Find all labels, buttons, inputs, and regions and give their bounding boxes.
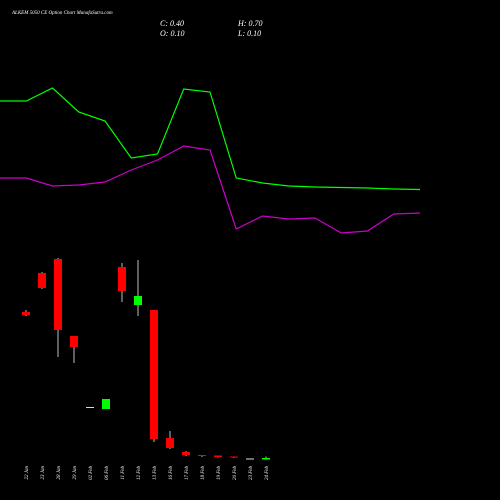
candle-body xyxy=(102,399,110,409)
candle-body xyxy=(182,452,190,455)
x-tick-label: 19 Feb xyxy=(217,466,222,481)
candle-body xyxy=(118,267,126,291)
info-open: O: 0.10 xyxy=(160,29,184,38)
candle-body xyxy=(230,456,238,458)
x-tick-label: 18 Feb xyxy=(201,466,206,481)
indicator-line xyxy=(0,87,421,191)
candle-body xyxy=(198,455,206,456)
x-tick-label: 02 Feb xyxy=(89,466,94,481)
x-tick-label: 28 Jan xyxy=(57,466,62,480)
candle-body xyxy=(86,407,94,408)
x-tick-label: 24 Feb xyxy=(265,466,270,481)
x-tick-label: 12 Feb xyxy=(137,466,142,481)
candle-body xyxy=(22,312,30,315)
info-close: C: 0.40 xyxy=(160,19,184,28)
candle-body xyxy=(134,296,142,305)
x-tick-label: 23 Feb xyxy=(249,466,254,481)
candle-body xyxy=(150,310,158,439)
indicator-line xyxy=(0,145,421,234)
x-tick-label: 16 Feb xyxy=(169,466,174,481)
candle-body xyxy=(246,458,254,460)
candle-body xyxy=(38,273,46,288)
candle-body xyxy=(166,438,174,448)
x-tick-label: 13 Feb xyxy=(153,466,158,481)
candle-body xyxy=(214,455,222,457)
x-tick-label: 06 Feb xyxy=(105,466,110,481)
x-tick-label: 22 Jan xyxy=(25,466,30,480)
candle-body xyxy=(262,458,270,460)
candle-body xyxy=(54,259,62,330)
x-tick-label: 20 Feb xyxy=(233,466,238,481)
info-low: L: 0.10 xyxy=(237,29,261,38)
x-tick-label: 29 Jan xyxy=(73,466,78,480)
chart-title: ALKEM 5050 CE Option Chart MunafaSutra.c… xyxy=(11,11,113,16)
x-tick-label: 11 Feb xyxy=(121,466,126,480)
info-high: H: 0.70 xyxy=(237,19,262,28)
x-tick-label: 23 Jan xyxy=(41,466,46,480)
x-tick-label: 17 Feb xyxy=(185,466,190,481)
candle-body xyxy=(70,336,78,347)
